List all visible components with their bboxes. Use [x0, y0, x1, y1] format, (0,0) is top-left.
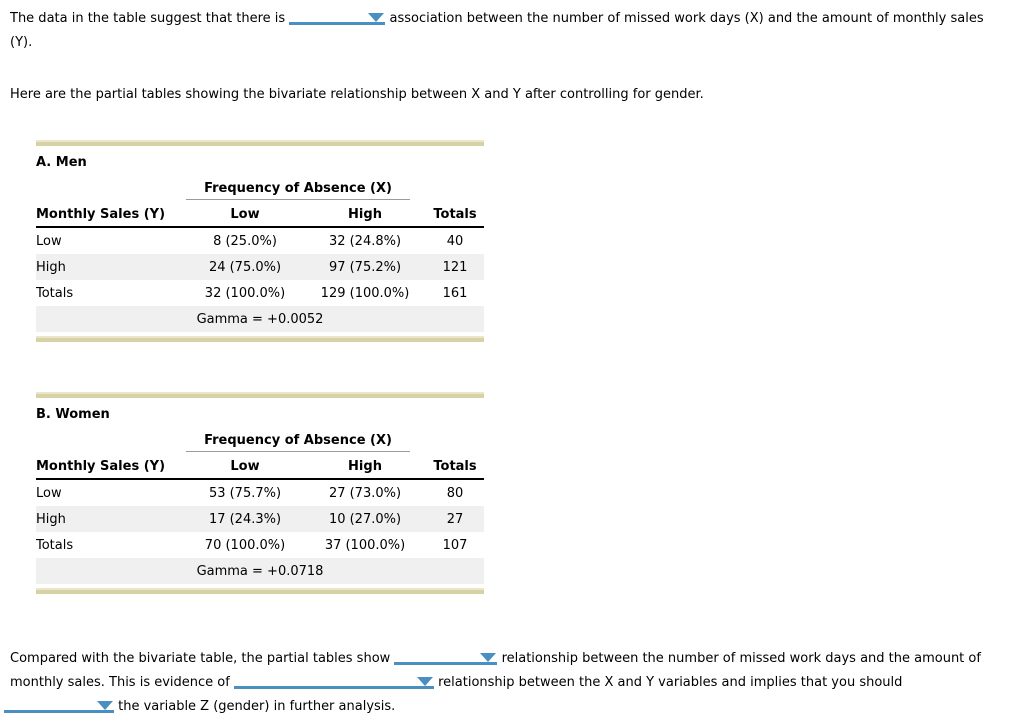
conclusion-paragraph: Compared with the bivariate table, the p… — [4, 648, 1014, 720]
column-header: Totals — [426, 202, 485, 228]
cell-high: 10 (27.0%) — [328, 511, 402, 527]
cell-low: 70 (100.0%) — [204, 537, 286, 553]
conclusion-text-2: relationship between the number of misse… — [501, 651, 981, 666]
table-row: Low 53 (75.7%) 27 (73.0%) 80 — [36, 479, 484, 506]
table-row: Low 8 (25.0%) 32 (24.8%) 40 — [36, 227, 484, 254]
conclusion-text-5: the variable Z (gender) in further analy… — [118, 699, 396, 714]
men-table: Frequency of Absence (X) Monthly Sales (… — [36, 178, 485, 332]
cell-total: 107 — [442, 537, 468, 553]
partial-tables-description: Here are the partial tables showing the … — [10, 87, 704, 102]
conclusion-text-4: relationship between the X and Y variabl… — [438, 675, 903, 690]
table-row: Totals 70 (100.0%) 37 (100.0%) 107 — [36, 532, 484, 558]
cell-high: 129 (100.0%) — [320, 285, 410, 301]
intro-paragraph: The data in the table suggest that there… — [10, 8, 1014, 56]
partial-table-men: A. Men Frequency of Absence (X) Monthly … — [36, 140, 485, 342]
table-title: B. Women — [36, 407, 110, 422]
conclusion-line-2: monthly sales. This is evidence of relat… — [10, 672, 1014, 696]
cell-total: 40 — [446, 233, 464, 249]
table-bottom-rule — [36, 336, 484, 342]
table-top-rule — [36, 140, 484, 146]
intro-line-2: (Y). — [10, 35, 33, 50]
column-header: Monthly Sales (Y) — [36, 202, 186, 228]
cell-total: 121 — [442, 259, 468, 275]
column-header: Low — [186, 202, 304, 228]
row-label: Low — [36, 485, 62, 501]
cell-high: 27 (73.0%) — [328, 485, 402, 501]
cell-low: 24 (75.0%) — [208, 259, 282, 275]
table-row: Totals 32 (100.0%) 129 (100.0%) 161 — [36, 280, 484, 306]
gamma-row: Gamma = +0.0718 — [36, 558, 485, 584]
column-header: Low — [186, 454, 304, 480]
row-label: High — [36, 259, 66, 275]
chevron-down-icon — [97, 701, 113, 710]
conclusion-line-1: Compared with the bivariate table, the p… — [10, 648, 1014, 672]
cell-low: 17 (24.3%) — [208, 511, 282, 527]
table-top-rule — [36, 392, 484, 398]
conclusion-line-3: the variable Z (gender) in further analy… — [4, 696, 1014, 720]
intro-text-before-dropdown: The data in the table suggest that there… — [10, 11, 286, 26]
cell-high: 32 (24.8%) — [328, 233, 402, 249]
row-label: Totals — [36, 285, 74, 301]
cell-high: 37 (100.0%) — [324, 537, 406, 553]
cell-low: 32 (100.0%) — [204, 285, 286, 301]
intro-line-1: The data in the table suggest that there… — [10, 8, 1014, 32]
partial-table-women: B. Women Frequency of Absence (X) Monthl… — [36, 392, 485, 594]
row-label: Totals — [36, 537, 74, 553]
gamma-value: Gamma = +0.0052 — [36, 306, 485, 332]
column-header: High — [304, 202, 427, 228]
women-table: Frequency of Absence (X) Monthly Sales (… — [36, 430, 485, 584]
variable-z-action-dropdown[interactable] — [4, 696, 114, 713]
header-row: Monthly Sales (Y) Low High Totals — [36, 454, 485, 480]
intro-text-after-dropdown: association between the number of missed… — [389, 11, 984, 26]
table-row: High 17 (24.3%) 10 (27.0%) 27 — [36, 506, 485, 532]
chevron-down-icon — [368, 13, 385, 22]
conclusion-text-3: monthly sales. This is evidence of — [10, 675, 230, 690]
cell-total: 80 — [446, 485, 464, 501]
association-strength-dropdown[interactable] — [289, 8, 386, 25]
cell-low: 8 (25.0%) — [213, 233, 277, 249]
evidence-type-dropdown[interactable] — [233, 672, 434, 689]
conclusion-text-1: Compared with the bivariate table, the p… — [10, 651, 391, 666]
row-label: High — [36, 511, 66, 527]
cell-high: 97 (75.2%) — [328, 259, 402, 275]
column-header: Totals — [426, 454, 485, 480]
table-bottom-rule — [36, 588, 484, 594]
partial-relationship-dropdown[interactable] — [394, 648, 498, 665]
gamma-row: Gamma = +0.0052 — [36, 306, 485, 332]
header-row: Monthly Sales (Y) Low High Totals — [36, 202, 485, 228]
gamma-value: Gamma = +0.0718 — [36, 558, 485, 584]
column-header: High — [304, 454, 427, 480]
chevron-down-icon — [416, 677, 433, 686]
table-row: High 24 (75.0%) 97 (75.2%) 121 — [36, 254, 485, 280]
cell-low: 53 (75.7%) — [208, 485, 282, 501]
row-label: Low — [36, 233, 62, 249]
cell-total: 161 — [442, 285, 468, 301]
column-header: Monthly Sales (Y) — [36, 454, 186, 480]
cell-total: 27 — [446, 511, 464, 527]
table-title: A. Men — [36, 155, 87, 170]
span-header: Frequency of Absence (X) — [186, 433, 411, 452]
span-header: Frequency of Absence (X) — [186, 181, 411, 200]
chevron-down-icon — [480, 653, 497, 662]
